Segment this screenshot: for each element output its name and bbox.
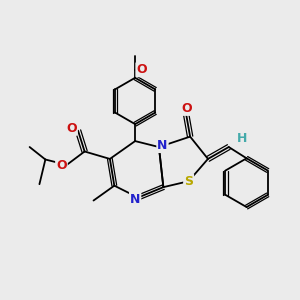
Text: S: S [184, 175, 193, 188]
Text: N: N [157, 139, 168, 152]
Text: O: O [56, 159, 67, 172]
Text: H: H [237, 132, 247, 145]
Text: N: N [130, 193, 140, 206]
Text: O: O [136, 63, 147, 76]
Text: O: O [66, 122, 77, 135]
Text: O: O [181, 102, 192, 115]
